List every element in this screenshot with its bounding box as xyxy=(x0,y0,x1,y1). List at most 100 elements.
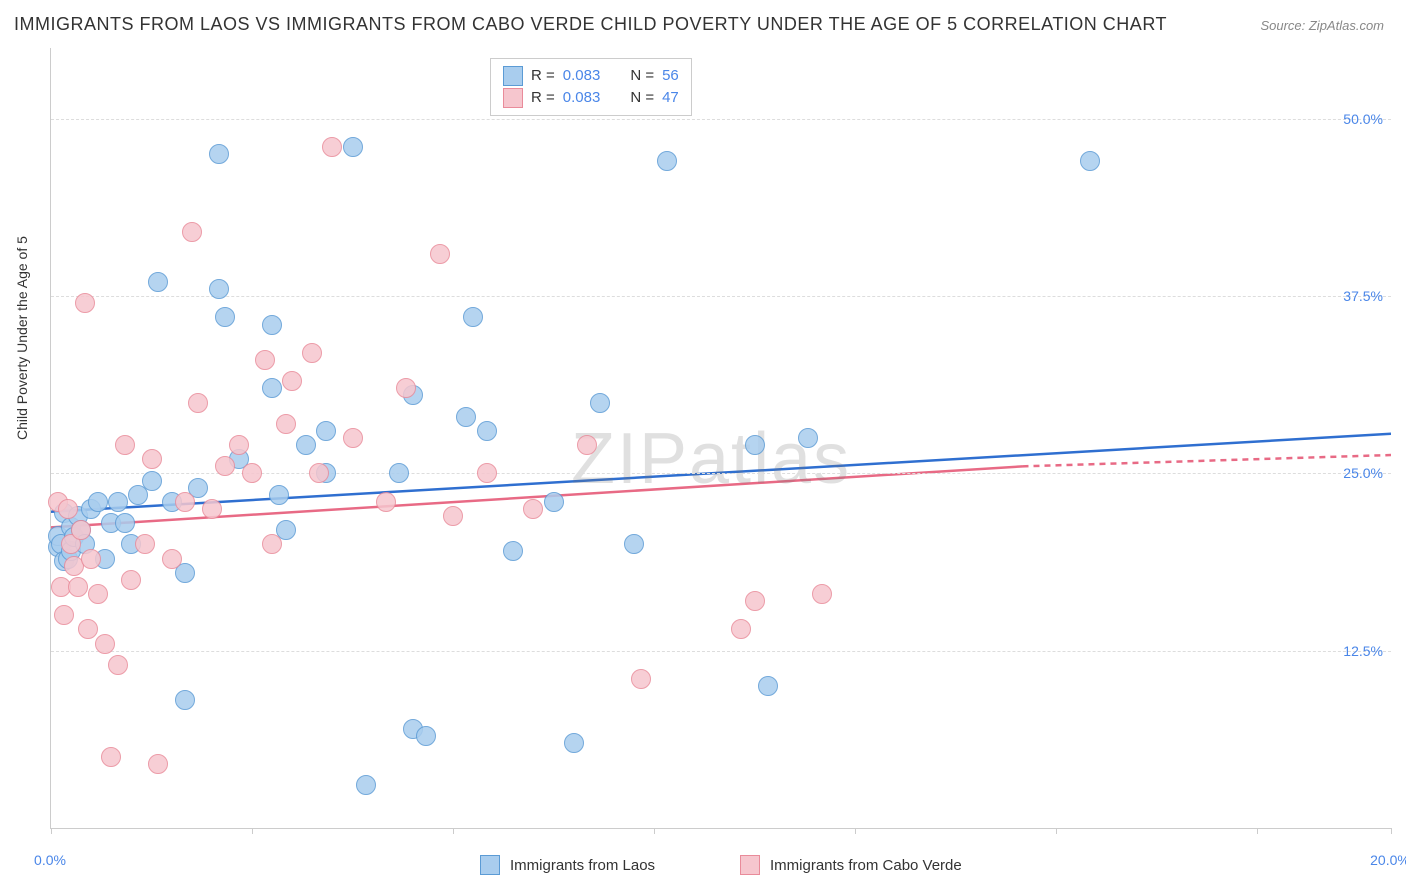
scatter-point-cabo xyxy=(302,343,322,363)
scatter-point-cabo xyxy=(95,634,115,654)
scatter-point-cabo xyxy=(88,584,108,604)
xtick xyxy=(252,828,253,834)
scatter-point-cabo xyxy=(175,492,195,512)
xtick-label: 20.0% xyxy=(1370,852,1406,868)
scatter-point-laos xyxy=(262,378,282,398)
legend-n-label: N = xyxy=(630,87,654,109)
xtick xyxy=(1257,828,1258,834)
source-label: Source: ZipAtlas.com xyxy=(1260,18,1384,33)
gridline-h xyxy=(51,119,1391,120)
xtick-label: 0.0% xyxy=(34,852,66,868)
plot-area: ZIPatlas 12.5%25.0%37.5%50.0% xyxy=(50,48,1391,829)
scatter-point-laos xyxy=(590,393,610,413)
legend-n-value: 47 xyxy=(662,87,679,109)
scatter-point-cabo xyxy=(430,244,450,264)
legend-bottom-laos: Immigrants from Laos xyxy=(480,855,655,875)
scatter-point-cabo xyxy=(75,293,95,313)
ytick-label: 37.5% xyxy=(1343,288,1383,304)
scatter-point-cabo xyxy=(322,137,342,157)
scatter-point-cabo xyxy=(376,492,396,512)
scatter-point-cabo xyxy=(142,449,162,469)
gridline-h xyxy=(51,296,1391,297)
scatter-point-laos xyxy=(148,272,168,292)
scatter-point-cabo xyxy=(101,747,121,767)
scatter-point-laos xyxy=(108,492,128,512)
scatter-point-cabo xyxy=(202,499,222,519)
scatter-point-cabo xyxy=(477,463,497,483)
scatter-point-laos xyxy=(262,315,282,335)
scatter-point-cabo xyxy=(162,549,182,569)
scatter-point-laos xyxy=(209,144,229,164)
scatter-point-cabo xyxy=(276,414,296,434)
scatter-point-laos xyxy=(477,421,497,441)
scatter-point-cabo xyxy=(215,456,235,476)
scatter-point-laos xyxy=(316,421,336,441)
scatter-point-laos xyxy=(463,307,483,327)
scatter-point-cabo xyxy=(443,506,463,526)
chart-title: IMMIGRANTS FROM LAOS VS IMMIGRANTS FROM … xyxy=(14,14,1167,35)
scatter-point-cabo xyxy=(81,549,101,569)
scatter-point-laos xyxy=(115,513,135,533)
scatter-point-cabo xyxy=(523,499,543,519)
scatter-point-cabo xyxy=(71,520,91,540)
xtick xyxy=(453,828,454,834)
xtick xyxy=(1391,828,1392,834)
scatter-point-cabo xyxy=(78,619,98,639)
scatter-point-cabo xyxy=(255,350,275,370)
scatter-point-cabo xyxy=(309,463,329,483)
ytick-label: 50.0% xyxy=(1343,111,1383,127)
legend-n-label: N = xyxy=(630,65,654,87)
legend-r-label: R = xyxy=(531,87,555,109)
legend-r-label: R = xyxy=(531,65,555,87)
scatter-point-laos xyxy=(209,279,229,299)
legend-r-value: 0.083 xyxy=(563,65,601,87)
legend-swatch xyxy=(480,855,500,875)
scatter-point-cabo xyxy=(396,378,416,398)
scatter-point-laos xyxy=(564,733,584,753)
scatter-point-laos xyxy=(269,485,289,505)
scatter-point-laos xyxy=(356,775,376,795)
watermark-atlas: atlas xyxy=(689,419,851,499)
scatter-point-laos xyxy=(544,492,564,512)
xtick xyxy=(654,828,655,834)
scatter-point-cabo xyxy=(58,499,78,519)
scatter-point-cabo xyxy=(631,669,651,689)
scatter-point-laos xyxy=(343,137,363,157)
scatter-point-cabo xyxy=(343,428,363,448)
trend-lines-svg xyxy=(51,48,1391,828)
ytick-label: 25.0% xyxy=(1343,465,1383,481)
scatter-point-cabo xyxy=(148,754,168,774)
scatter-point-laos xyxy=(296,435,316,455)
scatter-point-cabo xyxy=(262,534,282,554)
legend-n-value: 56 xyxy=(662,65,679,87)
legend-series-label: Immigrants from Laos xyxy=(510,857,655,874)
y-axis-label: Child Poverty Under the Age of 5 xyxy=(14,236,30,440)
scatter-point-laos xyxy=(456,407,476,427)
xtick xyxy=(51,828,52,834)
scatter-point-cabo xyxy=(54,605,74,625)
scatter-point-cabo xyxy=(229,435,249,455)
scatter-point-cabo xyxy=(731,619,751,639)
scatter-point-laos xyxy=(798,428,818,448)
legend-swatch xyxy=(503,88,523,108)
legend-series-label: Immigrants from Cabo Verde xyxy=(770,857,962,874)
scatter-point-laos xyxy=(88,492,108,512)
legend-bottom-cabo: Immigrants from Cabo Verde xyxy=(740,855,962,875)
scatter-point-cabo xyxy=(135,534,155,554)
scatter-point-cabo xyxy=(745,591,765,611)
scatter-point-cabo xyxy=(68,577,88,597)
scatter-point-laos xyxy=(657,151,677,171)
scatter-point-cabo xyxy=(115,435,135,455)
legend-top-row-laos: R = 0.083 N = 56 xyxy=(503,65,679,87)
scatter-point-laos xyxy=(624,534,644,554)
scatter-point-laos xyxy=(389,463,409,483)
xtick xyxy=(1056,828,1057,834)
scatter-point-laos xyxy=(758,676,778,696)
scatter-point-laos xyxy=(142,471,162,491)
scatter-point-cabo xyxy=(121,570,141,590)
scatter-point-cabo xyxy=(812,584,832,604)
ytick-label: 12.5% xyxy=(1343,643,1383,659)
scatter-point-laos xyxy=(1080,151,1100,171)
scatter-point-cabo xyxy=(108,655,128,675)
xtick xyxy=(855,828,856,834)
